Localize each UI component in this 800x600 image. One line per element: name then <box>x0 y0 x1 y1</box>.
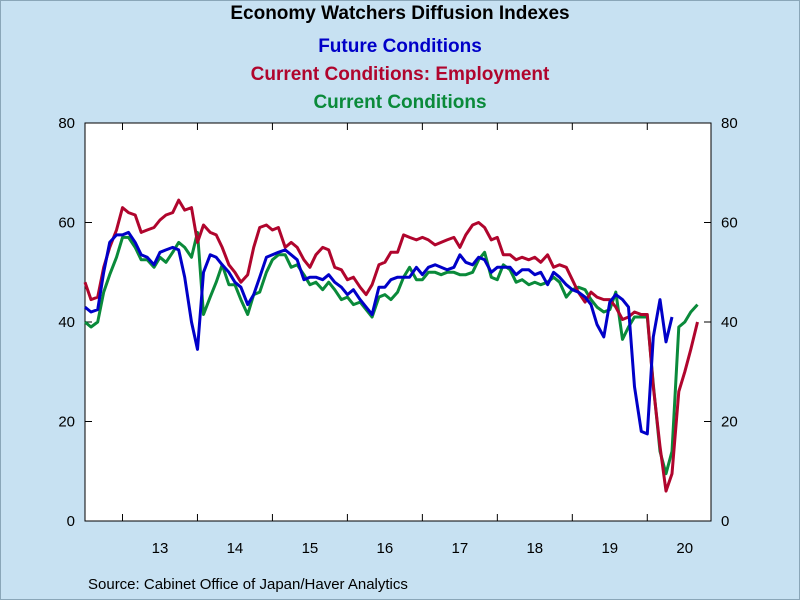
series-line-current-conditions-employment <box>83 198 699 493</box>
x-tick-label: 14 <box>227 540 244 557</box>
x-tick-label: 19 <box>601 540 618 557</box>
plot-area <box>84 122 712 522</box>
series-title-current: Current Conditions <box>313 92 487 113</box>
y-tick-label-right: 0 <box>721 513 729 530</box>
y-tick-label-right: 40 <box>721 314 738 331</box>
source-note: Source: Cabinet Office of Japan/Haver An… <box>88 576 408 593</box>
series-title-employment: Current Conditions: Employment <box>250 64 550 85</box>
x-tick-label: 16 <box>377 540 394 557</box>
y-tick-label-left: 40 <box>58 314 75 331</box>
y-tick-label-left: 60 <box>58 215 75 232</box>
series-line-current-conditions <box>84 230 699 476</box>
series-line-future-conditions <box>84 230 674 436</box>
y-tick-label-left: 20 <box>58 414 75 431</box>
x-tick-label: 15 <box>302 540 319 557</box>
y-tick-label-right: 20 <box>721 414 738 431</box>
series-title-future: Future Conditions <box>318 36 482 57</box>
x-tick-label: 13 <box>152 540 169 557</box>
y-tick-label-left: 80 <box>58 115 75 132</box>
x-tick-label: 18 <box>526 540 543 557</box>
y-tick-label-right: 80 <box>721 115 738 132</box>
x-tick-label: 20 <box>676 540 693 557</box>
chart-title: Economy Watchers Diffusion Indexes <box>230 3 570 24</box>
y-tick-label-right: 60 <box>721 215 738 232</box>
y-tick-label-left: 0 <box>67 513 75 530</box>
x-tick-label: 17 <box>452 540 469 557</box>
